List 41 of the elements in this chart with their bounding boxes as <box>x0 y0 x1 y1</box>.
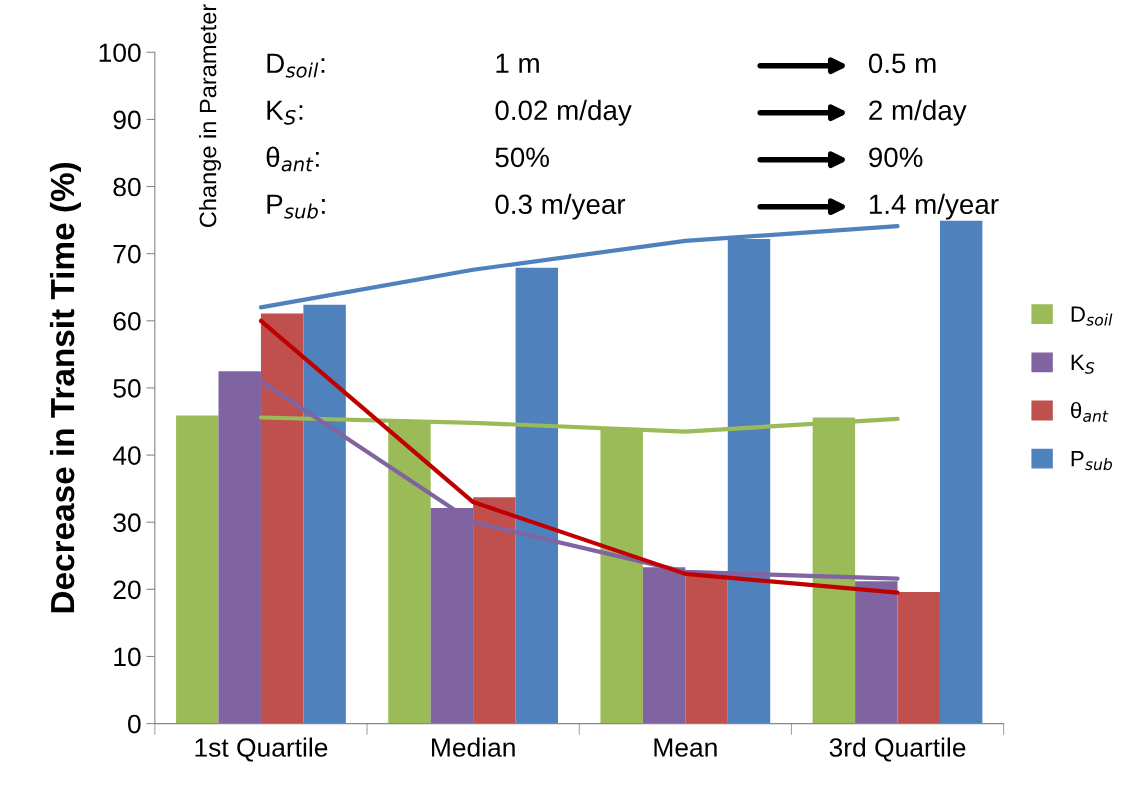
bar <box>939 220 983 724</box>
line-series <box>258 318 900 595</box>
legend-label: D$_{soil}$ <box>1071 306 1113 326</box>
legend-label: θ$_{ant}$ <box>1071 401 1109 422</box>
bar <box>897 592 940 724</box>
bar <box>473 497 516 724</box>
y-axis-title: Decrease in Transit Time (%) <box>49 162 81 613</box>
x-tick-label: 1st Quartile <box>195 737 328 762</box>
legend-label: P$_{sub}$ <box>1071 450 1113 471</box>
bar <box>303 304 346 724</box>
y-tick-label: 60 <box>113 311 141 331</box>
y-tick-label: 100 <box>99 43 141 63</box>
y-tick-label: 10 <box>114 647 141 667</box>
annotation: 90% <box>869 147 923 168</box>
x-tick-label: Mean <box>654 738 717 757</box>
legend-label: K$_{S}$ <box>1071 354 1095 374</box>
x-tick-label: Median <box>432 737 515 757</box>
annotation: 1.4 m/year <box>869 193 999 220</box>
annotation: 0.3 m/year <box>495 193 626 220</box>
y-tick-label: 30 <box>113 513 141 533</box>
y-tick-label: 90 <box>113 110 141 130</box>
y-tick-label: 70 <box>113 244 141 264</box>
annotation: K$_{S}$: <box>267 100 303 125</box>
bar <box>515 267 559 724</box>
y-tick-label: 20 <box>113 580 141 600</box>
y-tick-label: 0 <box>128 714 141 734</box>
y-tick-label: 40 <box>112 446 141 465</box>
bar <box>176 415 219 724</box>
annotation: 1 m <box>496 53 539 73</box>
x-tick-label: 3rd Quartile <box>829 737 966 762</box>
annotation: Change in Parameter <box>199 4 222 228</box>
annotation: 0.5 m <box>868 53 936 74</box>
annotation: 0.02 m/day <box>495 99 632 126</box>
y-tick-label: 80 <box>113 177 141 197</box>
annotation: 2 m/day <box>869 99 967 126</box>
bar <box>260 313 304 724</box>
annotation: P$_{sub}$: <box>267 194 325 219</box>
y-tick-label: 50 <box>113 379 141 398</box>
annotation: D$_{soil}$: <box>267 53 325 78</box>
annotation: 50% <box>495 147 549 168</box>
annotation: θ$_{ant}$: <box>266 146 319 172</box>
